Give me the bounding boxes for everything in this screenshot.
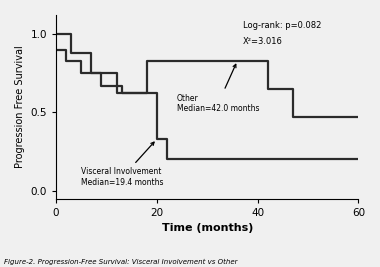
- Text: Other
Median=42.0 months: Other Median=42.0 months: [177, 64, 260, 113]
- Text: Figure-2. Progression-Free Survival: Visceral Involvement vs Other: Figure-2. Progression-Free Survival: Vis…: [4, 259, 237, 265]
- Y-axis label: Progression Free Survival: Progression Free Survival: [15, 45, 25, 168]
- Text: Visceral Involvement
Median=19.4 months: Visceral Involvement Median=19.4 months: [81, 142, 164, 187]
- Text: X²=3.016: X²=3.016: [242, 37, 282, 46]
- Text: Log-rank: p=0.082: Log-rank: p=0.082: [242, 21, 321, 30]
- X-axis label: Time (months): Time (months): [162, 223, 253, 233]
